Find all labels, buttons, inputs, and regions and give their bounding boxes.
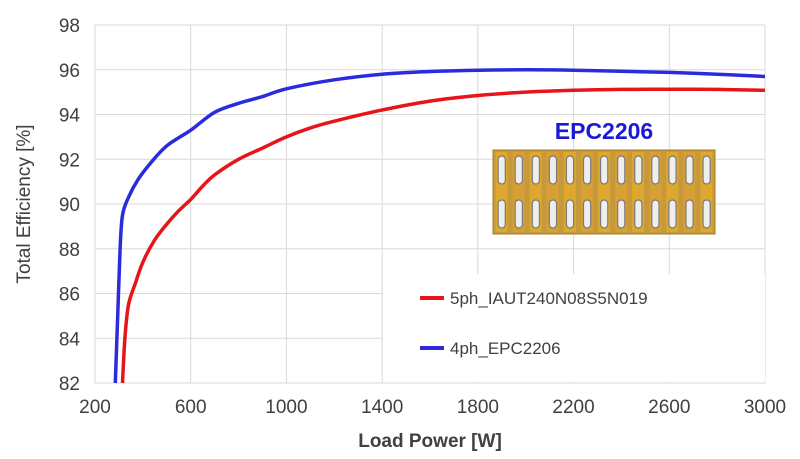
solder-bump xyxy=(668,199,677,229)
x-tick-label: 1000 xyxy=(265,397,307,418)
y-axis-title: Total Efficiency [%] xyxy=(14,124,35,283)
legend-label-5ph: 5ph_IAUT240N08S5N019 xyxy=(450,289,648,308)
x-tick-label: 600 xyxy=(175,397,207,418)
x-tick-label: 2200 xyxy=(552,397,594,418)
chip-stripe xyxy=(666,152,679,232)
chip-stripe xyxy=(495,152,508,232)
y-tick-label: 88 xyxy=(59,240,80,261)
solder-bump xyxy=(702,155,711,185)
chip-stripe xyxy=(512,152,525,232)
chip-stripe xyxy=(615,152,628,232)
solder-bump xyxy=(617,155,626,185)
chip-stripe xyxy=(632,152,645,232)
y-tick-label: 82 xyxy=(59,374,80,395)
solder-bump xyxy=(548,199,558,229)
chip-title: EPC2206 xyxy=(555,118,653,144)
x-tick-label: 1400 xyxy=(361,397,403,418)
legend-box xyxy=(383,274,765,382)
y-tick-label: 92 xyxy=(59,150,80,171)
y-tick-label: 84 xyxy=(59,329,81,350)
solder-bump xyxy=(702,199,711,229)
y-tick-labels: 82 84 86 88 90 92 94 96 98 xyxy=(59,16,81,395)
chip-stripe xyxy=(683,152,696,232)
x-axis-title: Load Power [W] xyxy=(358,431,502,452)
series-lines xyxy=(113,68,766,384)
chip-stripes xyxy=(495,152,713,232)
y-tick-label: 94 xyxy=(59,106,81,127)
y-tick-label: 98 xyxy=(59,16,80,37)
chip-stripe xyxy=(546,152,559,232)
solder-bump xyxy=(599,199,609,229)
solder-bump xyxy=(582,199,592,229)
solder-bump xyxy=(617,199,626,229)
series-line-0 xyxy=(120,87,766,384)
x-tick-label: 200 xyxy=(79,397,111,418)
legend-label-4ph: 4ph_EPC2206 xyxy=(450,339,561,358)
solder-bump xyxy=(634,199,643,229)
solder-bump xyxy=(548,155,558,185)
chip-stripe xyxy=(529,152,542,232)
solder-bump xyxy=(582,155,592,185)
solder-bump xyxy=(651,199,660,229)
chip-stripe xyxy=(649,152,662,232)
solder-bump xyxy=(531,199,541,229)
x-tick-label: 3000 xyxy=(744,397,786,418)
solder-bump xyxy=(514,155,523,185)
solder-bump xyxy=(531,155,541,185)
solder-bump xyxy=(565,199,575,229)
solder-bump xyxy=(599,155,609,185)
solder-bump xyxy=(497,199,506,229)
x-tick-label: 1800 xyxy=(457,397,499,418)
series-line-1 xyxy=(113,68,766,384)
solder-bump xyxy=(634,155,643,185)
chip-stripe xyxy=(580,152,593,232)
legend: 5ph_IAUT240N08S5N019 4ph_EPC2206 xyxy=(383,274,765,382)
chip-stripe xyxy=(598,152,610,232)
chip-inset: EPC2206 xyxy=(492,118,716,235)
solder-bump xyxy=(565,155,575,185)
x-tick-label: 2600 xyxy=(648,397,690,418)
solder-bump xyxy=(651,155,660,185)
chip-stripe xyxy=(700,152,713,232)
y-tick-label: 86 xyxy=(59,285,80,306)
solder-bump xyxy=(497,155,506,185)
solder-bump xyxy=(685,155,694,185)
chip-solder-bumps xyxy=(497,155,711,229)
solder-bump xyxy=(685,199,694,229)
y-tick-label: 96 xyxy=(59,61,80,82)
x-tick-labels: 200 600 1000 1400 1800 2200 2600 3000 xyxy=(79,397,786,418)
solder-bump xyxy=(514,199,523,229)
y-tick-label: 90 xyxy=(59,195,80,216)
chip-stripe xyxy=(563,152,576,232)
solder-bump xyxy=(668,155,677,185)
